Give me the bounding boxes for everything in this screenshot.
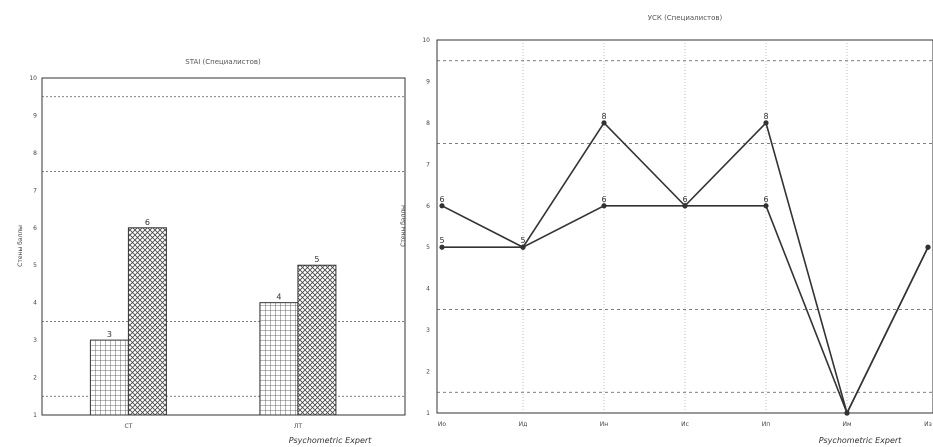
stai-y-tick-label: 2 [33, 375, 37, 382]
usk-data-point [682, 203, 688, 209]
stai-bar-value-label: 3 [107, 330, 112, 339]
stai-bar-value-label: 6 [145, 218, 150, 227]
stai-x-tick-label: СТ [124, 423, 132, 430]
usk-y-tick-label: 8 [426, 120, 430, 127]
stai-bar-value-label: 5 [314, 255, 319, 264]
stai-bar [297, 264, 337, 416]
stai-chart-title: STAI (Специалистов) [185, 58, 261, 66]
usk-y-tick-label: 6 [426, 203, 430, 210]
stai-y-axis-label: Стены баллы [17, 225, 24, 267]
stai-y-tick-label: 10 [29, 75, 37, 82]
usk-x-tick-label: Ин [600, 421, 608, 428]
usk-x-tick-label: Им [842, 421, 851, 428]
usk-data-point [439, 244, 445, 250]
stai-y-tick-label: 1 [33, 412, 37, 419]
usk-y-tick-label: 10 [422, 37, 430, 44]
usk-data-point [844, 410, 850, 416]
usk-y-tick-label: 5 [426, 244, 430, 251]
usk-data-label: 6 [763, 195, 768, 204]
usk-x-tick-label: Ио [438, 421, 446, 428]
stai-bar-value-label: 4 [276, 293, 281, 302]
usk-y-tick-label: 2 [426, 369, 430, 376]
usk-brand-footer: Psychometric Expert [819, 436, 902, 445]
usk-data-label: 5 [439, 236, 444, 245]
usk-chart-title: УСК (Специалистов) [648, 14, 723, 22]
stai-bar [259, 302, 299, 416]
stai-bar [127, 227, 167, 416]
usk-y-tick-label: 9 [426, 78, 430, 85]
stai-bar [89, 339, 129, 416]
usk-data-point [601, 203, 607, 209]
usk-data-label: 6 [682, 195, 687, 204]
usk-data-label: 6 [439, 195, 444, 204]
usk-data-point [925, 244, 931, 250]
usk-data-point [601, 120, 607, 126]
usk-data-point [763, 120, 769, 126]
stai-y-tick-label: 6 [33, 225, 37, 232]
usk-y-tick-label: 4 [426, 286, 430, 293]
usk-data-label: 8 [601, 112, 606, 121]
usk-y-axis-label: Стены баллы [400, 205, 407, 247]
stai-y-tick-label: 7 [33, 187, 37, 194]
usk-y-tick-label: 7 [426, 161, 430, 168]
usk-x-tick-label: Из [924, 421, 932, 428]
stai-chart: STAI (Специалистов) Стены баллы Psychome… [17, 58, 406, 445]
usk-y-tick-label: 1 [426, 410, 430, 417]
usk-x-tick-label: Ип [762, 421, 770, 428]
usk-data-point [763, 203, 769, 209]
stai-y-tick-label: 8 [33, 150, 37, 157]
stai-y-tick-label: 5 [33, 262, 37, 269]
stai-x-tick-label: ЛТ [294, 423, 303, 430]
stai-y-tick-label: 9 [33, 112, 37, 119]
usk-data-label: 6 [601, 195, 606, 204]
stai-y-tick-label: 3 [33, 337, 37, 344]
stai-y-tick-label: 4 [33, 300, 37, 307]
usk-x-tick-label: Ид [519, 421, 528, 428]
usk-data-label: 5 [520, 236, 525, 245]
usk-data-label: 8 [763, 112, 768, 121]
stai-brand-footer: Psychometric Expert [289, 436, 372, 445]
usk-x-tick-label: Ис [681, 421, 689, 428]
usk-y-tick-label: 3 [426, 327, 430, 334]
usk-chart: УСК (Специалистов) Стены баллы Psychomet… [400, 14, 933, 445]
usk-data-point [520, 244, 526, 250]
usk-data-point [439, 203, 445, 209]
